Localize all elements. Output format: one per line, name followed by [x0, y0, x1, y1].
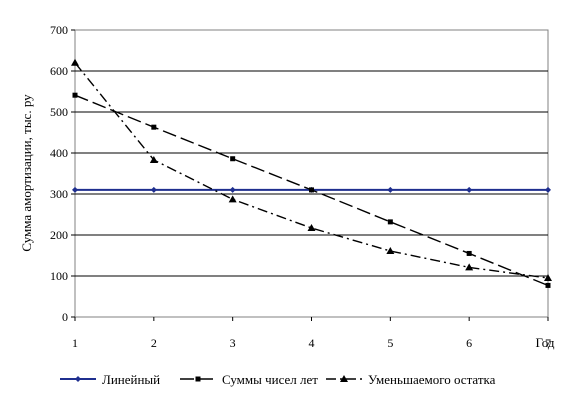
data-point — [544, 274, 552, 282]
x-axis-title: Год — [535, 335, 554, 350]
legend-label: Суммы чисел лет — [222, 372, 318, 387]
gridlines — [75, 70, 548, 277]
data-point — [195, 376, 201, 382]
data-point — [387, 186, 394, 193]
data-point — [386, 246, 395, 254]
x-tick-label: 3 — [230, 336, 236, 350]
legend: Линейный Суммы чисел лет Уменьшаемого оста… — [60, 372, 496, 387]
x-tick-label: 6 — [466, 336, 472, 350]
series-2 — [72, 92, 551, 288]
data-point — [230, 156, 236, 162]
data-point — [309, 187, 314, 193]
y-tick-label: 600 — [50, 64, 68, 78]
data-point — [72, 186, 78, 193]
data-point — [229, 186, 236, 193]
y-tick-label: 700 — [50, 23, 68, 37]
legend-label: Линейный — [102, 372, 160, 387]
y-tick-labels: 0 100 200 300 400 500 600 700 — [50, 23, 75, 324]
x-tick-labels: 1 2 3 4 5 6 7 — [72, 317, 551, 350]
legend-item: Линейный — [60, 372, 160, 387]
y-tick-label: 500 — [50, 105, 68, 119]
legend-label: Уменьшаемого остатка — [368, 372, 496, 387]
legend-item: Суммы чисел лет — [180, 372, 318, 387]
data-point — [71, 58, 79, 66]
series-3 — [71, 58, 552, 282]
y-tick-label: 0 — [62, 310, 68, 324]
data-point — [72, 92, 78, 98]
y-tick-label: 400 — [50, 146, 68, 160]
x-tick-label: 4 — [309, 336, 315, 350]
data-point — [466, 186, 473, 193]
data-point — [545, 282, 551, 288]
data-point — [75, 376, 81, 382]
data-point — [228, 195, 237, 203]
data-point — [307, 224, 316, 232]
legend-item: Уменьшаемого остатка — [326, 372, 496, 387]
y-tick-label: 300 — [50, 187, 68, 201]
y-tick-label: 100 — [50, 269, 68, 283]
data-point — [466, 250, 472, 256]
data-point — [149, 155, 158, 163]
series-layer — [71, 58, 552, 288]
data-point — [387, 219, 393, 225]
y-tick-label: 200 — [50, 228, 68, 242]
x-tick-label: 7 — [545, 336, 551, 350]
data-point — [340, 375, 348, 382]
plot-area — [74, 29, 549, 318]
x-tick-label: 1 — [72, 336, 78, 350]
data-point — [465, 263, 474, 271]
data-point — [150, 186, 157, 193]
y-axis-title: Сумма амортизации, тыс. ру — [19, 94, 34, 252]
x-tick-label: 2 — [151, 336, 157, 350]
x-tick-label: 5 — [387, 336, 393, 350]
data-point — [151, 124, 157, 130]
data-point — [545, 186, 551, 193]
